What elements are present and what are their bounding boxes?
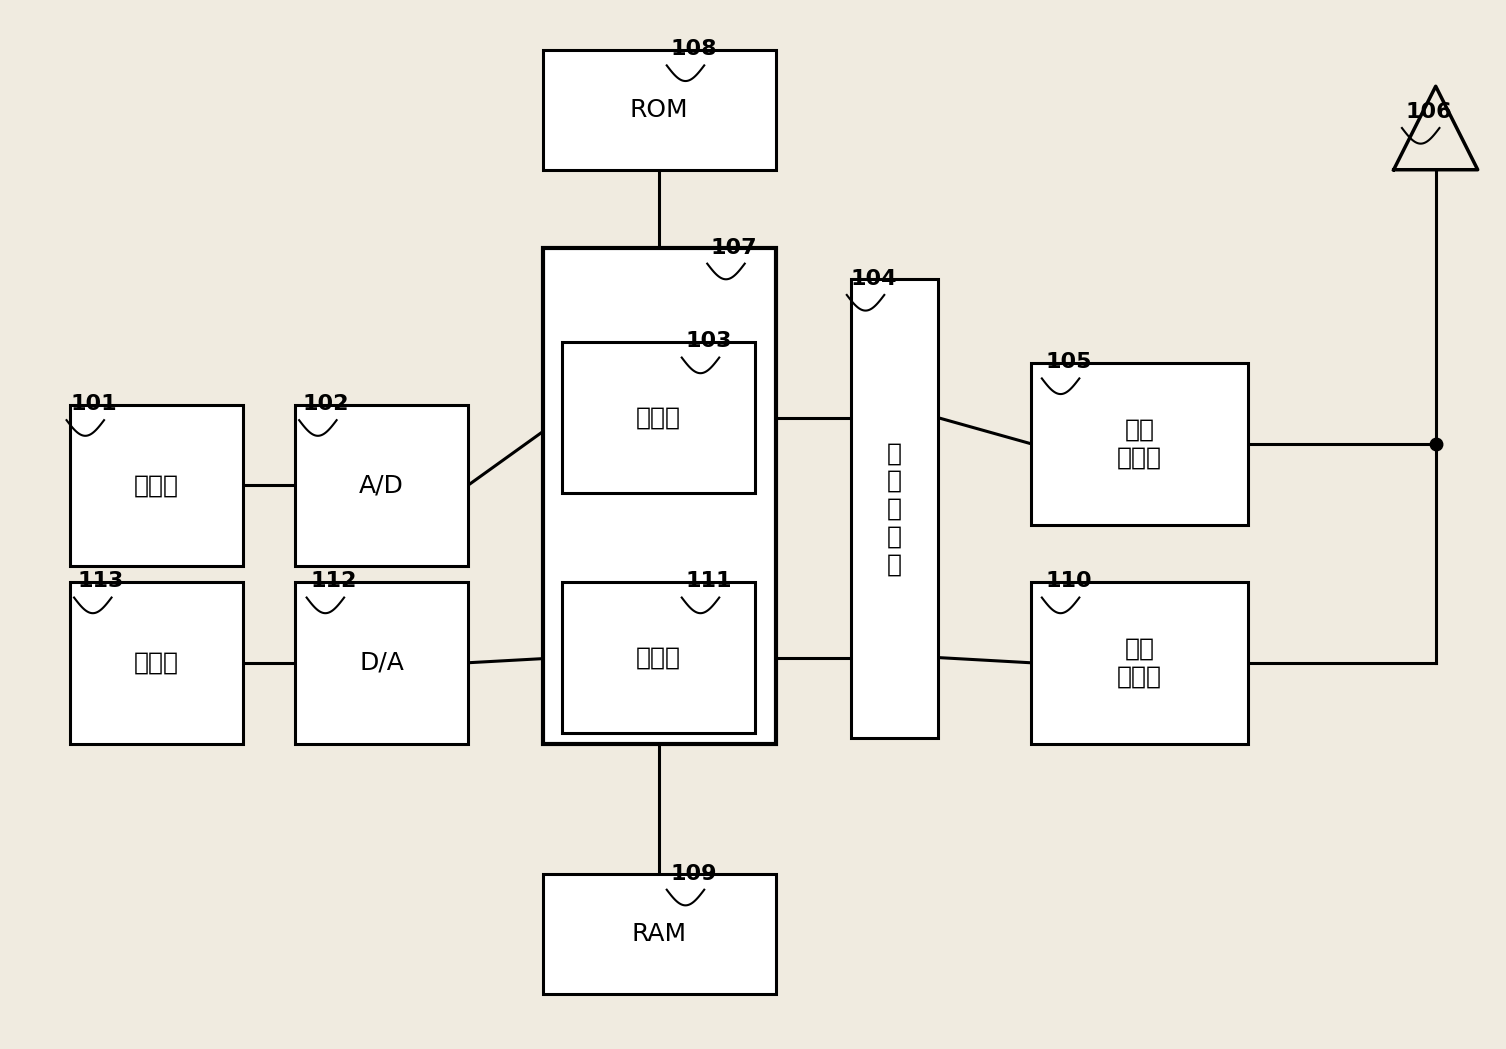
Bar: [295, 582, 468, 744]
Text: 编码部: 编码部: [636, 406, 681, 429]
Text: 102: 102: [303, 394, 349, 414]
Bar: [1030, 582, 1248, 744]
Text: 111: 111: [685, 572, 732, 592]
Bar: [562, 582, 755, 733]
Text: 解码部: 解码部: [636, 645, 681, 669]
Text: 调
制
解
调
部: 调 制 解 调 部: [887, 442, 902, 577]
Text: 显示部: 显示部: [134, 650, 179, 675]
Text: 109: 109: [670, 863, 717, 883]
Text: 105: 105: [1045, 352, 1092, 372]
Text: 101: 101: [71, 394, 117, 414]
Bar: [562, 342, 755, 493]
Text: 106: 106: [1405, 102, 1452, 122]
Text: 104: 104: [851, 269, 898, 288]
Text: 107: 107: [711, 237, 758, 258]
Bar: [851, 279, 938, 738]
Text: 无线
接收部: 无线 接收部: [1117, 637, 1161, 688]
Bar: [1030, 363, 1248, 524]
Bar: [544, 248, 776, 744]
Bar: [295, 405, 468, 566]
Bar: [544, 874, 776, 994]
Text: D/A: D/A: [360, 650, 404, 675]
Text: A/D: A/D: [360, 473, 404, 497]
Text: 103: 103: [685, 331, 732, 351]
Text: RAM: RAM: [631, 922, 687, 946]
Bar: [71, 582, 242, 744]
Text: 112: 112: [310, 572, 357, 592]
Text: 113: 113: [78, 572, 123, 592]
Text: 108: 108: [670, 39, 717, 60]
Text: ROM: ROM: [630, 98, 688, 122]
Text: 摄像部: 摄像部: [134, 473, 179, 497]
Text: 无线
发送部: 无线 发送部: [1117, 418, 1161, 470]
Bar: [71, 405, 242, 566]
Text: 110: 110: [1045, 572, 1092, 592]
Bar: [544, 49, 776, 170]
